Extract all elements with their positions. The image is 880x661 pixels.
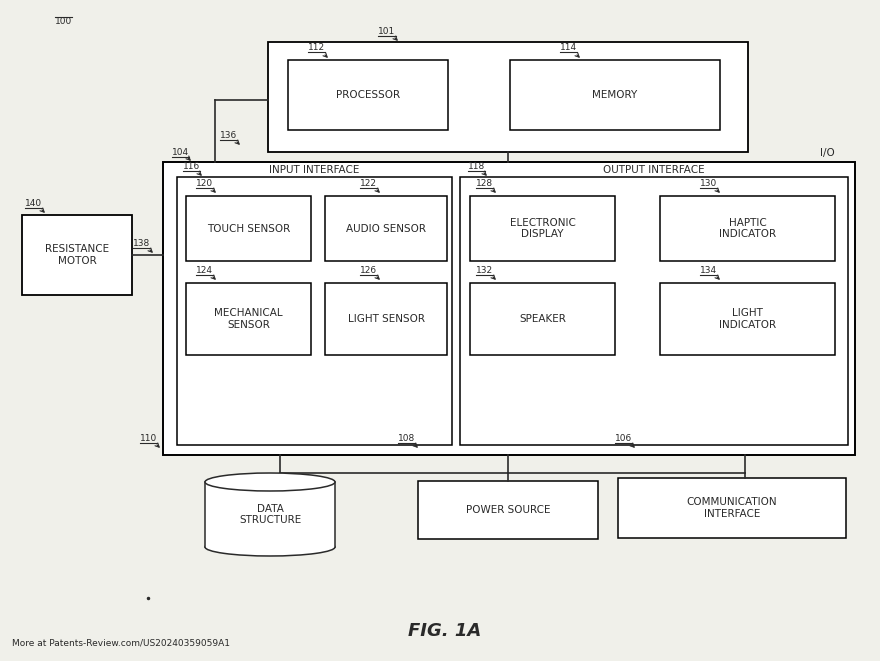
Bar (22, 215, 132, 295)
Text: OUTPUT INTERFACE: OUTPUT INTERFACE (603, 165, 705, 175)
Text: 118: 118 (468, 162, 485, 171)
Text: LIGHT
INDICATOR: LIGHT INDICATOR (719, 308, 776, 330)
Bar (510, 60, 720, 130)
Text: ELECTRONIC
DISPLAY: ELECTRONIC DISPLAY (510, 217, 576, 239)
Bar (205, 482, 335, 547)
Text: 114: 114 (560, 43, 577, 52)
Text: 104: 104 (172, 148, 189, 157)
Bar (470, 196, 615, 261)
Bar (186, 283, 311, 355)
Bar (470, 283, 615, 355)
Text: 106: 106 (615, 434, 632, 443)
Text: 112: 112 (308, 43, 325, 52)
Bar (325, 283, 447, 355)
Text: DATA
STRUCTURE: DATA STRUCTURE (238, 504, 301, 525)
Text: More at Patents-Review.com/US20240359059A1: More at Patents-Review.com/US20240359059… (12, 639, 230, 648)
Text: TOUCH SENSOR: TOUCH SENSOR (207, 223, 290, 233)
Bar (186, 196, 311, 261)
Text: LIGHT SENSOR: LIGHT SENSOR (348, 314, 424, 324)
Text: SPEAKER: SPEAKER (519, 314, 566, 324)
Text: MEMORY: MEMORY (592, 90, 638, 100)
Text: 130: 130 (700, 179, 717, 188)
Text: 138: 138 (133, 239, 150, 248)
Bar (288, 60, 448, 130)
Text: 120: 120 (196, 179, 213, 188)
Text: 108: 108 (398, 434, 415, 443)
Text: AUDIO SENSOR: AUDIO SENSOR (346, 223, 426, 233)
Text: PROCESSOR: PROCESSOR (336, 90, 400, 100)
Bar (268, 42, 748, 152)
Text: 136: 136 (220, 131, 238, 140)
Text: 140: 140 (25, 199, 42, 208)
Bar (163, 162, 855, 455)
Text: FIG. 1A: FIG. 1A (408, 622, 481, 640)
Ellipse shape (205, 473, 335, 491)
Text: 110: 110 (140, 434, 158, 443)
Ellipse shape (205, 538, 335, 556)
Bar (325, 196, 447, 261)
Text: 134: 134 (700, 266, 717, 275)
Text: 122: 122 (360, 179, 377, 188)
Text: 126: 126 (360, 266, 378, 275)
Text: POWER SOURCE: POWER SOURCE (466, 505, 550, 515)
Text: 101: 101 (378, 27, 395, 36)
Text: 132: 132 (476, 266, 493, 275)
Bar (660, 283, 835, 355)
Bar (660, 196, 835, 261)
Text: INPUT INTERFACE: INPUT INTERFACE (269, 165, 360, 175)
Bar (618, 478, 846, 538)
Text: 100: 100 (55, 17, 72, 26)
Text: HAPTIC
INDICATOR: HAPTIC INDICATOR (719, 217, 776, 239)
Bar (177, 177, 452, 445)
Text: 116: 116 (183, 162, 201, 171)
Bar (460, 177, 848, 445)
Text: I/O: I/O (819, 148, 834, 158)
Text: COMMUNICATION
INTERFACE: COMMUNICATION INTERFACE (686, 497, 777, 519)
Text: 124: 124 (196, 266, 213, 275)
Text: 128: 128 (476, 179, 493, 188)
Text: MECHANICAL
SENSOR: MECHANICAL SENSOR (214, 308, 282, 330)
Bar (418, 481, 598, 539)
Text: RESISTANCE
MOTOR: RESISTANCE MOTOR (45, 244, 109, 266)
